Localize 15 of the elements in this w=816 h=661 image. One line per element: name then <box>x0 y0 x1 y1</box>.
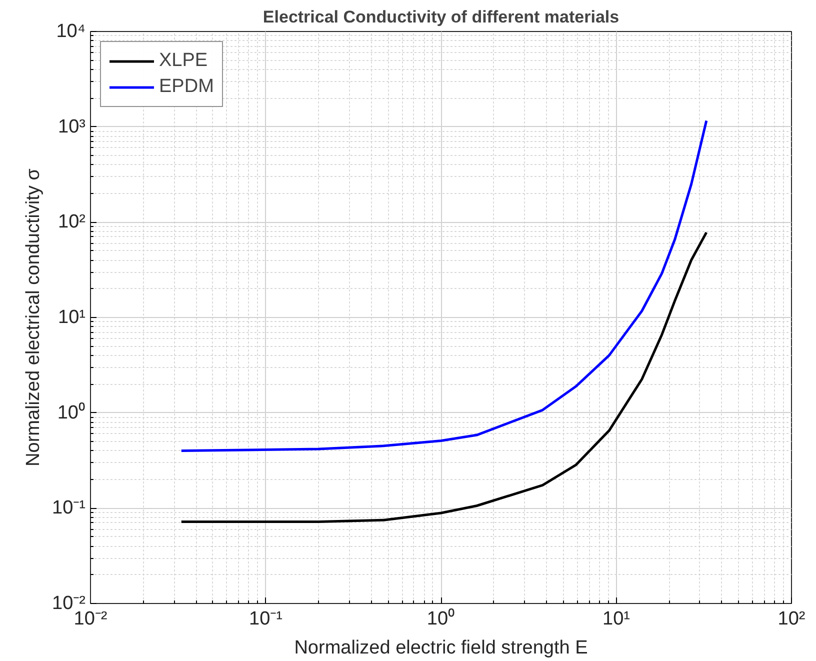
chart-title: Electrical Conductivity of different materials <box>262 8 620 26</box>
y-tick-label: 10⁰ <box>57 401 86 424</box>
y-axis-title: Normalized electrical conductivity σ <box>23 168 44 466</box>
legend-label: XLPE <box>159 50 208 72</box>
y-tick-label: 10⁴ <box>56 21 86 42</box>
y-tick-label: 10¹ <box>58 307 86 328</box>
legend-label: EPDM <box>159 76 214 98</box>
y-tick-label: 10⁻¹ <box>52 498 86 519</box>
x-axis-title: Normalized electric field strength E <box>294 638 588 658</box>
x-tick-label: 10⁰ <box>426 608 456 630</box>
y-tick-label: 10² <box>58 212 86 233</box>
x-tick-label: 10⁻¹ <box>249 608 282 630</box>
y-tick-label: 10³ <box>58 116 86 138</box>
x-tick-label: 10¹ <box>602 608 630 630</box>
x-tick-label: 10² <box>778 608 806 630</box>
